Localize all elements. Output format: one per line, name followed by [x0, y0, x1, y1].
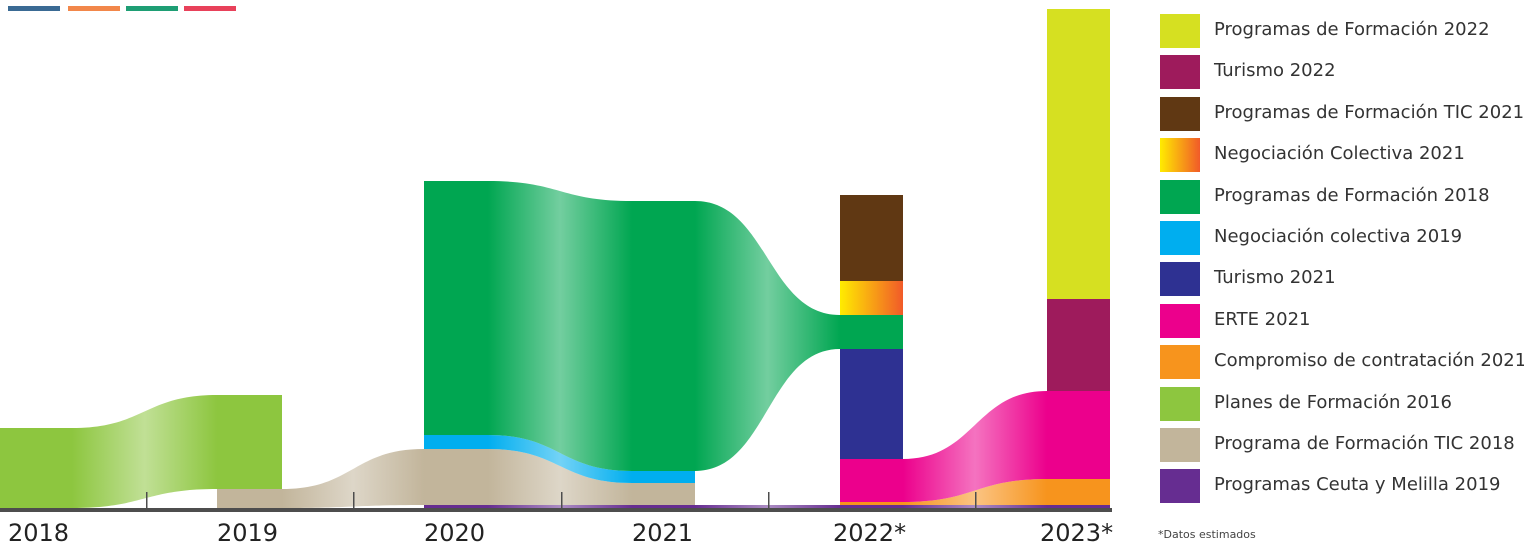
legend-item: Programas de Formación 2018: [1160, 179, 1524, 214]
x-tick-label: 2022*: [833, 519, 906, 545]
footnote: *Datos estimados: [1158, 528, 1256, 541]
legend-item: Planes de Formación 2016: [1160, 386, 1524, 421]
streamgraph-chart: 2018 2019 2020 2021 2022* 2023*: [0, 9, 1113, 545]
legend-item: Turismo 2022: [1160, 55, 1524, 90]
stream-bands: [0, 9, 1110, 508]
legend-swatch: [1160, 221, 1200, 255]
legend-item: ERTE 2021: [1160, 303, 1524, 338]
legend-label: Negociación colectiva 2019: [1214, 226, 1463, 247]
legend-swatch: [1160, 428, 1200, 462]
header-bar-2: [68, 6, 120, 11]
x-axis-tick: [975, 492, 977, 508]
header-bar-1: [8, 6, 60, 11]
legend-swatch: [1160, 179, 1200, 214]
x-axis-tick: [768, 492, 770, 508]
legend-label: Turismo 2022: [1214, 60, 1336, 82]
band-programas-de-formacion-2018: [424, 181, 903, 471]
band-programas-de-formacion-2022: [1047, 9, 1110, 299]
legend-swatch: [1160, 303, 1200, 338]
header-bar-4: [184, 6, 236, 11]
legend-item: Negociación Colectiva 2021: [1160, 138, 1524, 173]
band-erte-2021: [840, 391, 1110, 502]
band-turismo-2022: [1047, 299, 1110, 391]
legend-label: Programa de Formación TIC 2018: [1214, 433, 1515, 454]
legend-item: Compromiso de contratación 2021: [1160, 345, 1524, 380]
band-planes-de-formacion-2016: [0, 395, 282, 508]
band-turismo-2021: [840, 349, 903, 459]
x-tick-label: 2018: [8, 519, 69, 545]
legend-label: Negociación Colectiva 2021: [1214, 143, 1465, 165]
x-axis-tick: [353, 492, 355, 508]
legend-swatch: [1160, 138, 1200, 173]
band-programas-de-formacion-tic-2021: [840, 195, 903, 281]
legend-label: Turismo 2021: [1214, 267, 1336, 289]
legend-swatch: [1160, 386, 1200, 421]
legend-swatch: [1160, 55, 1200, 90]
legend-item: Turismo 2021: [1160, 262, 1524, 297]
legend-label: Programas Ceuta y Melilla 2019: [1214, 474, 1501, 496]
legend-label: Programas de Formación TIC 2021: [1214, 101, 1524, 123]
legend-swatch: [1160, 345, 1200, 380]
band-programa-de-formacion-tic-2018: [217, 449, 695, 508]
x-tick-label: 2019: [217, 519, 278, 545]
legend-item: Programas Ceuta y Melilla 2019: [1160, 469, 1524, 504]
x-axis-tick: [561, 492, 563, 508]
legend-item: Programa de Formación TIC 2018: [1160, 428, 1524, 462]
legend-item: Programas de Formación TIC 2021: [1160, 96, 1524, 131]
band-negociacion-colectiva-2021: [840, 281, 903, 315]
band-programas-ceuta-y-melilla-2019: [424, 505, 1110, 508]
legend-label: Programas de Formación 2022: [1214, 19, 1490, 40]
legend-swatch: [1160, 262, 1200, 297]
legend-label: Planes de Formación 2016: [1214, 391, 1452, 413]
x-axis-tick: [146, 492, 148, 508]
legend-swatch: [1160, 469, 1200, 504]
x-axis-line: [0, 508, 1112, 512]
x-tick-label: 2020: [424, 519, 485, 545]
legend-label: Programas de Formación 2018: [1214, 184, 1490, 206]
legend-label: Compromiso de contratación 2021: [1214, 350, 1524, 372]
header-bar-3: [126, 6, 178, 11]
x-tick-label: 2023*: [1040, 519, 1113, 545]
legend-label: ERTE 2021: [1214, 308, 1311, 330]
legend-item: Programas de Formación 2022: [1160, 14, 1524, 48]
baseline: [0, 492, 1112, 512]
x-tick-label: 2021: [632, 519, 693, 545]
legend-item: Negociación colectiva 2019: [1160, 221, 1524, 255]
legend-swatch: [1160, 14, 1200, 48]
legend-swatch: [1160, 96, 1200, 131]
band-negociacion-colectiva-2019: [424, 435, 695, 483]
x-axis-labels: 2018 2019 2020 2021 2022* 2023*: [8, 519, 1113, 545]
